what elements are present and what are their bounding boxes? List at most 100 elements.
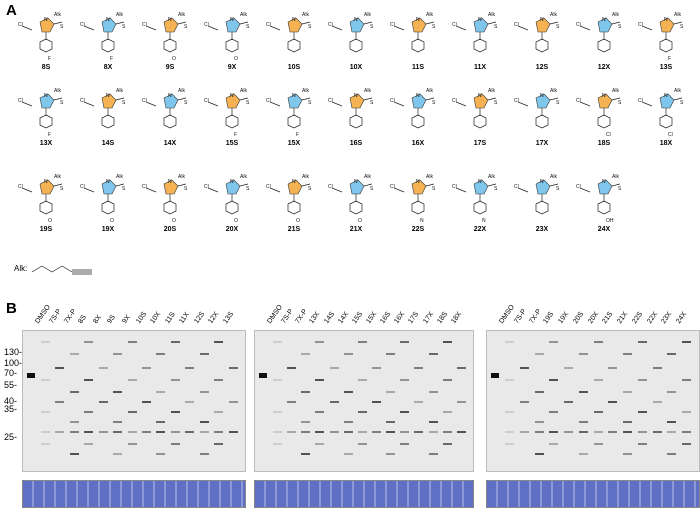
gel-band: [386, 391, 396, 393]
gel-band: [69, 391, 79, 393]
gel-band: [400, 431, 410, 433]
gel-band: [287, 367, 297, 369]
gel-band: [315, 431, 325, 433]
compound-label: 18S: [597, 140, 611, 147]
nitrogen-atom: N: [416, 179, 420, 185]
ladder-band: [259, 373, 267, 378]
mw-marker-label: 40-: [4, 396, 18, 406]
triazole-icon: Cl N S Alk N: [390, 174, 436, 224]
compound-label: 21X: [349, 226, 363, 233]
compound-label: 11X: [473, 64, 487, 71]
chloro-atom: Cl: [18, 22, 23, 28]
gel-band: [199, 431, 209, 433]
chloro-atom: Cl: [390, 22, 395, 28]
sulfur-atom: S: [122, 186, 126, 192]
substituent-atom: OH: [606, 218, 614, 224]
sulfur-atom: S: [308, 100, 312, 106]
sulfur-atom: S: [60, 186, 64, 192]
gel-band: [287, 401, 297, 403]
chloro-atom: Cl: [266, 22, 271, 28]
gel-band: [637, 431, 647, 433]
triazole-icon: Cl N S Alk F: [18, 12, 64, 62]
gel-band: [142, 401, 151, 403]
gel-band: [400, 379, 410, 381]
gel-band: [357, 431, 367, 433]
gel-band: [414, 367, 424, 369]
gel-band: [69, 431, 79, 433]
mw-marker-label: 25-: [4, 432, 18, 442]
alk-label: Alk: [426, 88, 433, 94]
panel-b-letter: B: [6, 300, 17, 317]
gel-band: [549, 411, 559, 413]
compound-structure-12S: Cl N S Alk 12S: [514, 8, 570, 78]
triazole-icon: Cl N S Alk: [328, 12, 374, 53]
compound-label: 13X: [39, 140, 53, 147]
triazole-icon: Cl N S Alk O: [266, 174, 312, 224]
gel-band: [667, 431, 677, 433]
substituent-atom: O: [234, 56, 238, 62]
alk-label: Alk: [116, 12, 123, 18]
gel-band: [400, 411, 410, 413]
gel-band: [357, 411, 367, 413]
gel-band: [199, 353, 209, 355]
gel-band: [593, 431, 603, 433]
compound-structure-22X: Cl N S Alk N 22X: [452, 170, 508, 240]
gel-band: [273, 411, 282, 413]
compound-structure-24X: Cl N S Alk OH 24X: [576, 170, 632, 240]
gel-lane: [667, 331, 677, 471]
compound-label: 17S: [473, 140, 487, 147]
gel-band: [127, 341, 137, 343]
lane-label-22X: 22X: [645, 310, 659, 325]
gel-band: [386, 421, 396, 423]
gel-band: [505, 411, 514, 413]
gel-band: [273, 379, 282, 381]
gel-lane: [55, 331, 65, 471]
lane-label-17X: 17X: [421, 310, 435, 325]
alk-label: Alk: [178, 174, 185, 180]
gel-band: [343, 453, 353, 455]
lane-label-21S: 21S: [601, 310, 615, 325]
lane-label-19X: 19X: [557, 310, 571, 325]
lane-label-16S: 16S: [379, 310, 393, 325]
alk-label: Alk: [550, 174, 557, 180]
nitrogen-atom: N: [354, 179, 358, 185]
substituent-atom: O: [234, 218, 238, 224]
sulfur-atom: S: [122, 100, 126, 106]
sulfur-atom: S: [556, 24, 560, 30]
nitrogen-atom: N: [230, 93, 234, 99]
compound-structure-15X: Cl N S Alk F 15X: [266, 84, 322, 154]
gel-lane: [343, 331, 353, 471]
triazole-icon: Cl N S Alk F: [80, 12, 126, 62]
compound-label: 22S: [411, 226, 425, 233]
gel-band: [652, 401, 662, 403]
gel-band: [519, 367, 529, 369]
nitrogen-atom: N: [168, 17, 172, 23]
nitrogen-atom: N: [478, 179, 482, 185]
gel-band: [652, 431, 662, 433]
sulfur-atom: S: [432, 100, 436, 106]
sulfur-atom: S: [494, 186, 498, 192]
gel-band: [623, 353, 633, 355]
triazole-icon: Cl N S Alk O: [142, 12, 188, 62]
gel-band: [127, 411, 137, 413]
gel-band: [667, 453, 677, 455]
compound-structure-16X: Cl N S Alk 16X: [390, 84, 446, 154]
alkyne-chain-icon: [31, 265, 92, 275]
sulfur-atom: S: [556, 100, 560, 106]
gel-band: [113, 431, 123, 433]
gel-band: [156, 453, 166, 455]
alk-label: Alk: [612, 88, 619, 94]
alk-label: Alk: [426, 12, 433, 18]
gel-band: [372, 401, 381, 403]
compound-label: 21S: [287, 226, 301, 233]
compound-structure-17X: Cl N S Alk 17X: [514, 84, 570, 154]
gel-band: [273, 431, 282, 433]
gel-band: [623, 431, 633, 433]
gel-band: [84, 379, 94, 381]
chloro-atom: Cl: [328, 184, 333, 190]
sulfur-atom: S: [680, 100, 684, 106]
panel-a-letter: A: [6, 2, 17, 19]
compound-structure-18X: Cl N S Alk Cl 18X: [638, 84, 694, 154]
gel-lane: [301, 331, 311, 471]
triazole-icon: Cl N S Alk O: [80, 174, 126, 224]
